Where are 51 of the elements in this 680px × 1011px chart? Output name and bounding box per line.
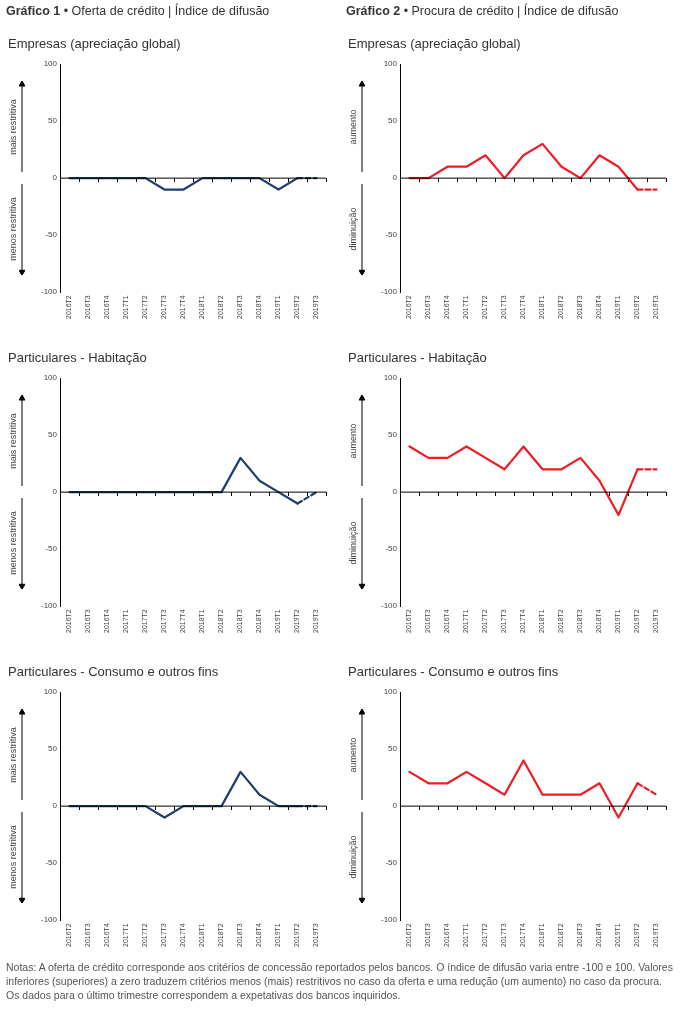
- text: diminuição: [348, 207, 358, 251]
- text: diminuição: [348, 521, 358, 565]
- y-tick-label: 100: [383, 373, 398, 383]
- y-tick-label: 50: [48, 744, 58, 754]
- y-tick-label: -100: [41, 915, 58, 925]
- chart-subtitle: Empresas (apreciação global): [347, 35, 522, 53]
- y-tick-label: -50: [385, 858, 398, 868]
- text: menos restritiva: [8, 825, 18, 890]
- chart-title: Particulares - Consumo e outros fins: [7, 663, 220, 681]
- y-tick-label: 50: [48, 430, 58, 440]
- chart-subtitle: Empresas (apreciação global): [7, 35, 182, 53]
- text: menos restritiva: [8, 197, 18, 262]
- y-tick-label: 100: [383, 687, 398, 697]
- text: mais restritiva: [8, 727, 18, 783]
- y-tick-label: 100: [43, 373, 58, 383]
- text: diminuição: [348, 835, 358, 879]
- text: aumento: [348, 423, 358, 459]
- y-tick-label: 0: [52, 487, 58, 497]
- y-tick-label: -50: [385, 544, 398, 554]
- y-tick-label: -100: [41, 287, 58, 297]
- y-tick-label: 0: [52, 173, 58, 183]
- chart-title: Particulares - Habitação: [347, 349, 488, 367]
- y-tick-label: 0: [392, 173, 398, 183]
- y-tick-label: 0: [392, 487, 398, 497]
- y-tick-label: -100: [41, 601, 58, 611]
- y-tick-label: 50: [48, 116, 58, 126]
- text: mais restritiva: [8, 99, 18, 155]
- y-tick-label: 0: [392, 801, 398, 811]
- y-tick-label: 50: [388, 744, 398, 754]
- y-tick-label: 50: [388, 116, 398, 126]
- y-tick-label: -50: [45, 230, 58, 240]
- y-tick-label: 0: [52, 801, 58, 811]
- y-tick-label: -100: [381, 915, 398, 925]
- chart-title: Gráfico 2 • Procura de crédito | Índice de difusão: [345, 2, 620, 20]
- text: mais restritiva: [8, 413, 18, 469]
- chart-title: Particulares - Habitação: [7, 349, 148, 367]
- y-tick-label: -100: [381, 601, 398, 611]
- chart-title: Particulares - Consumo e outros fins: [347, 663, 560, 681]
- y-tick-label: 100: [43, 59, 58, 69]
- text: aumento: [348, 109, 358, 145]
- y-tick-label: -100: [381, 287, 398, 297]
- y-tick-label: 50: [388, 430, 398, 440]
- y-tick-label: -50: [45, 858, 58, 868]
- chart-title: Gráfico 1 • Oferta de crédito | Índice de difusão: [5, 2, 271, 20]
- y-tick-label: 100: [43, 687, 58, 697]
- y-tick-label: -50: [385, 230, 398, 240]
- text: aumento: [348, 737, 358, 773]
- y-tick-label: 100: [383, 59, 398, 69]
- text: menos restritiva: [8, 511, 18, 576]
- y-tick-label: -50: [45, 544, 58, 554]
- text: Notas: A oferta de crédito corresponde aos critérios de concessão reportados pelos bancos. O índice de difusão varia entre -100 e 100. Valores inferiores (superiores) a zero traduzem critérios menos (mais) restritivos no caso da oferta e uma redução (um aumento) no caso da procura. Os dados para o último trimestre correspondem a expetativas dos bancos inquiridos.: [6, 960, 674, 1003]
